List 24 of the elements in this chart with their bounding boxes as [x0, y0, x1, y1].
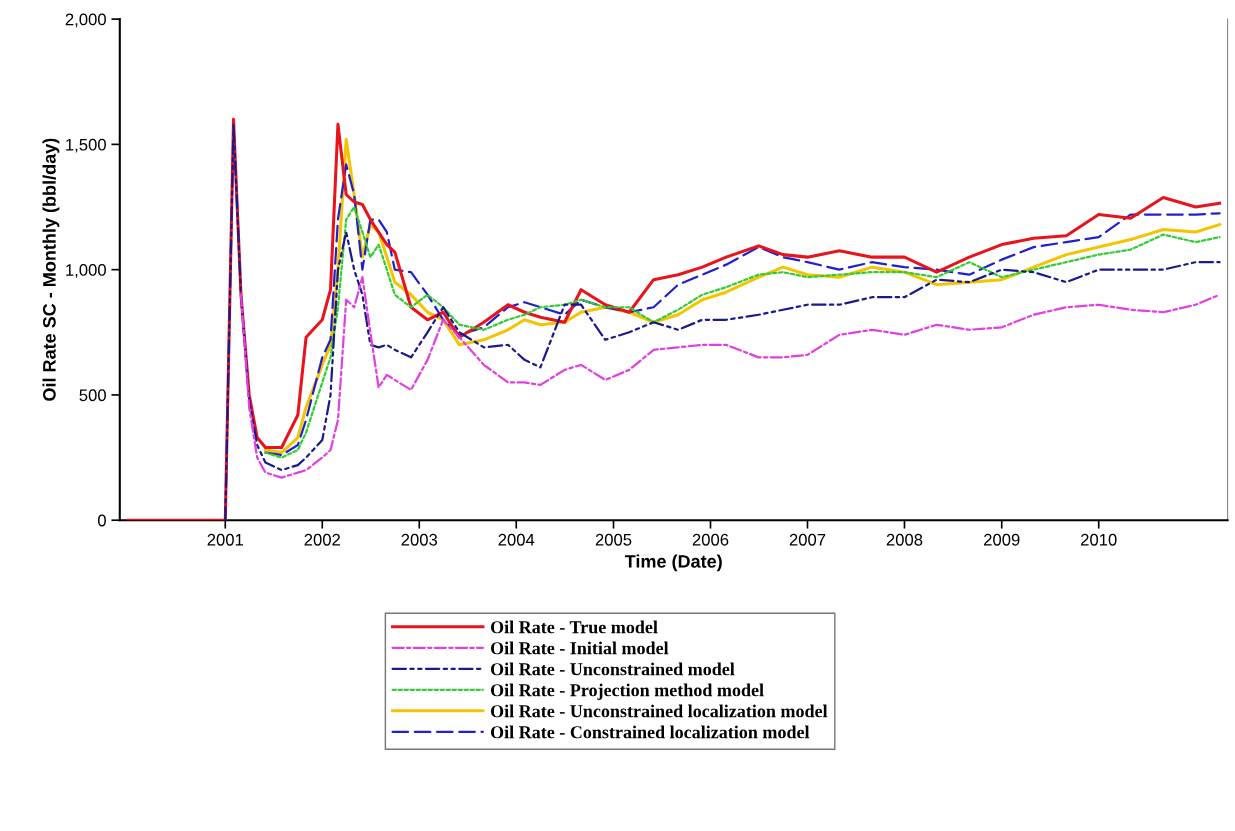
x-tick-label: 2010	[1081, 533, 1117, 546]
x-tick-label: 2009	[984, 533, 1020, 546]
x-tick-label: 2005	[595, 533, 632, 546]
x-tick-label: 2003	[401, 533, 438, 546]
y-tick-label: 1,000	[66, 264, 106, 278]
line-series	[239, 276, 1221, 479]
legend-label: Oil Rate - Constrained localization model	[490, 725, 810, 739]
y-tick-label: 2,000	[65, 13, 106, 28]
y-tick-label: 0	[97, 514, 106, 527]
y-tick-label: 500	[79, 389, 106, 402]
x-tick-label: 2008	[886, 533, 923, 546]
x-tick-label: 2006	[692, 533, 729, 546]
legend-label: Oil Rate - Unconstrained localization model	[490, 704, 828, 718]
y-tick-label: 1,500	[66, 138, 106, 153]
legend-label: Oil Rate - Initial model	[490, 641, 669, 655]
x-tick-label: 2004	[498, 533, 535, 546]
x-axis-title: Time (Date)	[624, 554, 722, 572]
x-tick-label: 2007	[789, 533, 826, 546]
legend-label: Oil Rate - Unconstrained model	[490, 662, 735, 676]
x-tick-label: 2002	[304, 533, 340, 546]
legend-label: Oil Rate - True model	[490, 620, 658, 634]
y-axis-title: Oil Rate SC - Monthly (bbl/day)	[42, 138, 60, 401]
legend-label: Oil Rate - Projection method model	[490, 683, 764, 700]
x-tick-label: 2001	[207, 533, 244, 546]
